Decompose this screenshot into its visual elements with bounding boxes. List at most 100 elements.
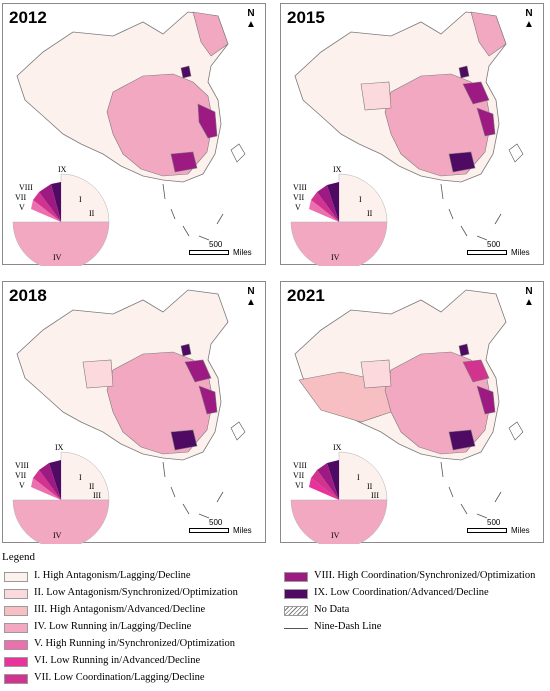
pie-slice-viii bbox=[39, 184, 61, 222]
scale-unit: Miles bbox=[511, 248, 530, 257]
legend-swatch bbox=[4, 674, 28, 684]
pie-label: VIII bbox=[293, 183, 307, 192]
region-ii bbox=[360, 81, 392, 111]
year-label: 2015 bbox=[287, 8, 325, 27]
map-panel-2015: IX VIII VII V I II IV 2015 N ▲ 500 Miles bbox=[280, 3, 544, 266]
nine-dash-line bbox=[162, 183, 224, 241]
no-data-area bbox=[230, 143, 246, 163]
pie-label: I bbox=[79, 473, 82, 482]
region-viii-east bbox=[198, 385, 218, 415]
region-ix-south bbox=[170, 429, 198, 451]
pie-label: IV bbox=[53, 531, 62, 540]
region-viii-east bbox=[476, 385, 496, 415]
legend-swatch bbox=[284, 589, 308, 599]
legend-label: V. High Running in/Synchronized/Optimiza… bbox=[34, 638, 236, 649]
north-label: N bbox=[525, 286, 533, 297]
region-vii bbox=[462, 359, 490, 383]
pie-chart-2021: IX VIII VII VI I II III IV bbox=[290, 443, 388, 544]
pie-label: I bbox=[359, 195, 362, 204]
legend-label: VI. Low Running in/Advanced/Decline bbox=[34, 655, 201, 666]
pie-slice-ix bbox=[51, 182, 61, 222]
pie-label: VIII bbox=[293, 461, 307, 470]
pie-label: II bbox=[89, 482, 95, 491]
legend-label: IV. Low Running in/Lagging/Decline bbox=[34, 621, 192, 632]
pie-label: V bbox=[19, 203, 25, 212]
pie-slice-vii bbox=[33, 192, 61, 222]
region-viii bbox=[462, 81, 490, 105]
region-iv bbox=[384, 73, 492, 177]
scale-value: 500 bbox=[209, 240, 223, 249]
pie-label: IX bbox=[55, 443, 64, 452]
north-arrow-icon: N ▲ bbox=[521, 8, 537, 30]
pie-label: VII bbox=[15, 193, 26, 202]
pie-label: I bbox=[357, 473, 360, 482]
pie-label: V bbox=[19, 481, 25, 490]
scale-bar: 500 Miles bbox=[187, 518, 259, 538]
region-viii bbox=[197, 103, 218, 139]
region-viii-east bbox=[476, 107, 496, 137]
scale-value: 500 bbox=[487, 240, 501, 249]
legend-swatch bbox=[4, 657, 28, 667]
map-panel-2012: IX VIII VII V I II IV 2012 N ▲ 500 Miles bbox=[2, 3, 266, 266]
pie-slice-v bbox=[309, 200, 339, 222]
legend-label: IX. Low Coordination/Advanced/Decline bbox=[314, 587, 489, 598]
legend-label: I. High Antagonism/Lagging/Decline bbox=[34, 570, 191, 581]
pie-label: VI bbox=[295, 481, 304, 490]
legend-swatch bbox=[4, 572, 28, 582]
pie-label: IV bbox=[331, 531, 340, 540]
pie-slice-iv bbox=[290, 499, 388, 544]
legend-label: No Data bbox=[314, 604, 350, 615]
pie-chart-2018: IX VIII VII V I II III IV bbox=[12, 443, 110, 544]
year-label: 2012 bbox=[9, 8, 47, 27]
china-map-2012: IX VIII VII V I II IV bbox=[12, 11, 246, 266]
region-viii bbox=[184, 359, 212, 383]
north-label: N bbox=[247, 286, 255, 297]
no-data-area bbox=[508, 143, 524, 163]
map-panel-2018: IX VIII VII V I II III IV 2018 N ▲ 500 Mil… bbox=[2, 281, 266, 544]
pie-slice-iv bbox=[12, 221, 110, 266]
legend-label: VIII. High Coordination/Synchronized/Opt… bbox=[314, 570, 536, 581]
region-ix bbox=[180, 343, 192, 357]
pie-slice-i bbox=[338, 173, 388, 223]
legend-swatch bbox=[284, 606, 308, 616]
region-ii bbox=[360, 359, 392, 389]
legend-label: III. High Antagonism/Advanced/Decline bbox=[34, 604, 206, 615]
pie-label: IX bbox=[58, 165, 67, 174]
region-ix-south bbox=[448, 151, 476, 173]
pie-label: II bbox=[367, 482, 373, 491]
pie-label: V bbox=[295, 203, 301, 212]
north-arrow-icon: N ▲ bbox=[243, 286, 259, 308]
legend-title: Legend bbox=[2, 551, 35, 563]
legend-swatch bbox=[4, 589, 28, 599]
pie-slice-i bbox=[60, 451, 110, 501]
legend-label: Nine-Dash Line bbox=[314, 621, 382, 632]
pie-slice-vii bbox=[33, 470, 61, 500]
legend-line-swatch bbox=[284, 628, 308, 629]
pie-slice-v bbox=[31, 200, 61, 222]
china-map-2015: IX VIII VII V I II IV bbox=[290, 11, 524, 266]
legend-swatch bbox=[4, 623, 28, 633]
pie-label: VII bbox=[293, 471, 304, 480]
region-ix-south bbox=[448, 429, 476, 451]
region-viii-south bbox=[170, 151, 198, 173]
region-iv bbox=[106, 351, 214, 455]
region-northeast bbox=[192, 11, 229, 57]
nine-dash-line bbox=[440, 183, 502, 241]
scale-unit: Miles bbox=[233, 526, 252, 535]
legend-label: II. Low Antagonism/Synchronized/Optimiza… bbox=[34, 587, 238, 598]
pie-label: VIII bbox=[19, 183, 33, 192]
nine-dash-line bbox=[440, 461, 502, 519]
region-ix bbox=[458, 65, 470, 79]
legend-swatch bbox=[4, 606, 28, 616]
legend-swatch bbox=[4, 640, 28, 650]
pie-chart-2015: IX VIII VII V I II IV bbox=[290, 165, 388, 266]
region-iv bbox=[106, 73, 214, 177]
pie-label: IX bbox=[333, 165, 342, 174]
north-label: N bbox=[525, 8, 533, 19]
scale-unit: Miles bbox=[511, 526, 530, 535]
scale-bar: 500 Miles bbox=[465, 240, 537, 260]
region-ii bbox=[82, 359, 114, 389]
pie-slice-viii bbox=[317, 185, 339, 222]
pie-slice-i bbox=[338, 451, 388, 501]
pie-label: III bbox=[371, 491, 379, 500]
